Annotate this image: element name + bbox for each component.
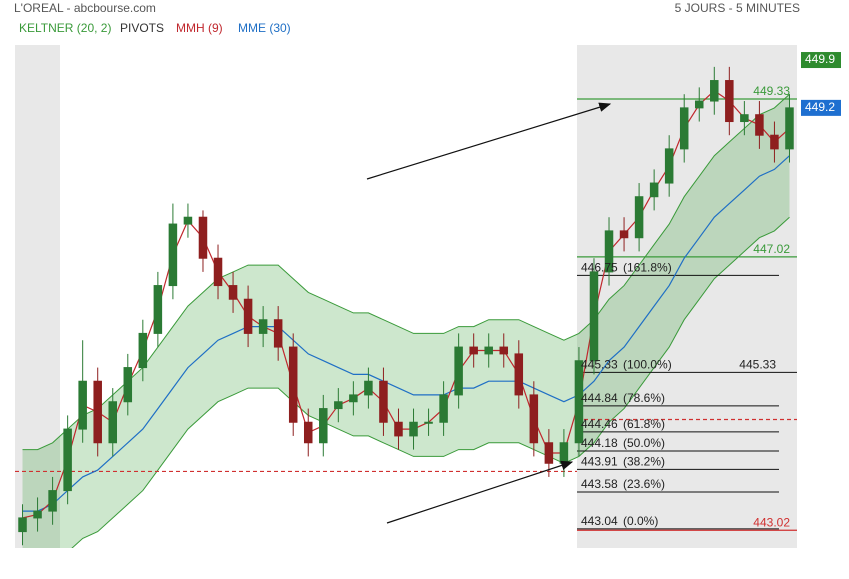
candle-body — [619, 230, 629, 239]
candle-body — [379, 380, 388, 423]
chart-subtitle: 5 JOURS - 5 MINUTES — [675, 1, 800, 15]
candle-body — [288, 346, 298, 423]
candle-body — [394, 421, 403, 437]
mme-line — [22, 155, 790, 512]
candle-body — [303, 421, 313, 444]
candle-body — [544, 442, 554, 464]
legend-pivots: PIVOTS — [120, 21, 164, 35]
fib-pct: (23.6%) — [623, 477, 665, 491]
candle-body — [258, 319, 268, 334]
candle-body — [243, 298, 253, 334]
candle-body — [33, 510, 42, 519]
fib-pct: (50.0%) — [623, 436, 665, 450]
candle-body — [710, 80, 719, 102]
candle-body — [409, 421, 418, 437]
candle-body — [319, 408, 328, 444]
keltner-upper — [22, 93, 790, 451]
keltner-lower — [71, 216, 790, 548]
pivot-label: 447.02 — [753, 242, 790, 256]
candle-body — [679, 107, 689, 150]
candle-body — [63, 428, 72, 492]
candle-body — [755, 114, 764, 136]
fib-right-label: 445.33 — [739, 358, 776, 372]
candle-body — [484, 346, 493, 355]
candle-body — [183, 216, 193, 225]
pivot-label: 449.33 — [753, 84, 790, 98]
candle-body — [78, 380, 87, 430]
fib-pct: (100.0%) — [623, 358, 672, 372]
candle-body — [694, 100, 704, 109]
candle-body — [93, 380, 102, 444]
candle-body — [559, 442, 569, 464]
candle-body — [349, 394, 358, 403]
fib-pct: (78.6%) — [623, 391, 665, 405]
price-tag — [801, 52, 841, 69]
candle-body — [529, 394, 539, 444]
pre-session-shade — [15, 45, 60, 548]
candle-body — [725, 80, 734, 123]
candle-body — [770, 134, 779, 150]
fib-level: 444.84 — [581, 391, 618, 405]
candle-body — [334, 401, 343, 410]
candle-body — [740, 114, 749, 123]
fib-level: 443.91 — [581, 455, 618, 469]
arrow — [386, 460, 574, 524]
fib-level: 443.58 — [581, 477, 618, 491]
candle-body — [108, 401, 118, 444]
fib-level: 443.04 — [581, 514, 618, 528]
candle-body — [18, 517, 27, 533]
chart-title: L'OREAL - abcbourse.com — [14, 1, 156, 15]
candle-body — [273, 319, 283, 348]
candle-body — [198, 216, 208, 259]
keltner-band — [22, 94, 790, 548]
legend-mmh: MMH (9) — [176, 21, 223, 35]
fib-level: 444.46 — [581, 417, 618, 431]
candle-body — [634, 196, 644, 239]
fib-pct: (0.0%) — [623, 514, 658, 528]
candle-body — [228, 285, 238, 300]
candle-body — [424, 421, 433, 424]
candle-body — [664, 148, 674, 184]
candle-body — [48, 490, 57, 512]
price-tag-label: 449.2 — [805, 100, 835, 114]
candle-body — [168, 223, 178, 287]
candle-body — [785, 107, 794, 150]
candle-body — [604, 230, 614, 273]
pivot-label: 443.02 — [753, 515, 790, 529]
candle-body — [589, 271, 599, 362]
fib-pct: (38.2%) — [623, 455, 665, 469]
mmh-line — [22, 90, 790, 519]
candle-body — [153, 285, 163, 334]
candle-body — [454, 346, 463, 396]
candle-body — [213, 257, 223, 287]
fib-pct: (61.8%) — [623, 417, 665, 431]
fib-level: 446.75 — [581, 260, 618, 274]
fib-pct: (161.8%) — [623, 260, 672, 274]
candle-body — [123, 367, 133, 403]
candle-body — [514, 353, 524, 396]
fib-level: 445.33 — [581, 358, 618, 372]
candle-body — [469, 346, 478, 355]
candle-body — [138, 332, 148, 369]
candle-body — [649, 182, 659, 198]
candle-body — [364, 380, 373, 396]
legend-mme: MME (30) — [238, 21, 291, 35]
arrow — [366, 102, 612, 180]
legend-keltner: KELTNER (20, 2) — [19, 21, 111, 35]
candle-body — [439, 394, 448, 423]
price-tag-label: 449.9 — [805, 52, 835, 66]
price-tag — [801, 99, 841, 116]
fib-level: 444.18 — [581, 436, 618, 450]
candle-body — [574, 360, 584, 444]
candle-body — [499, 346, 509, 355]
